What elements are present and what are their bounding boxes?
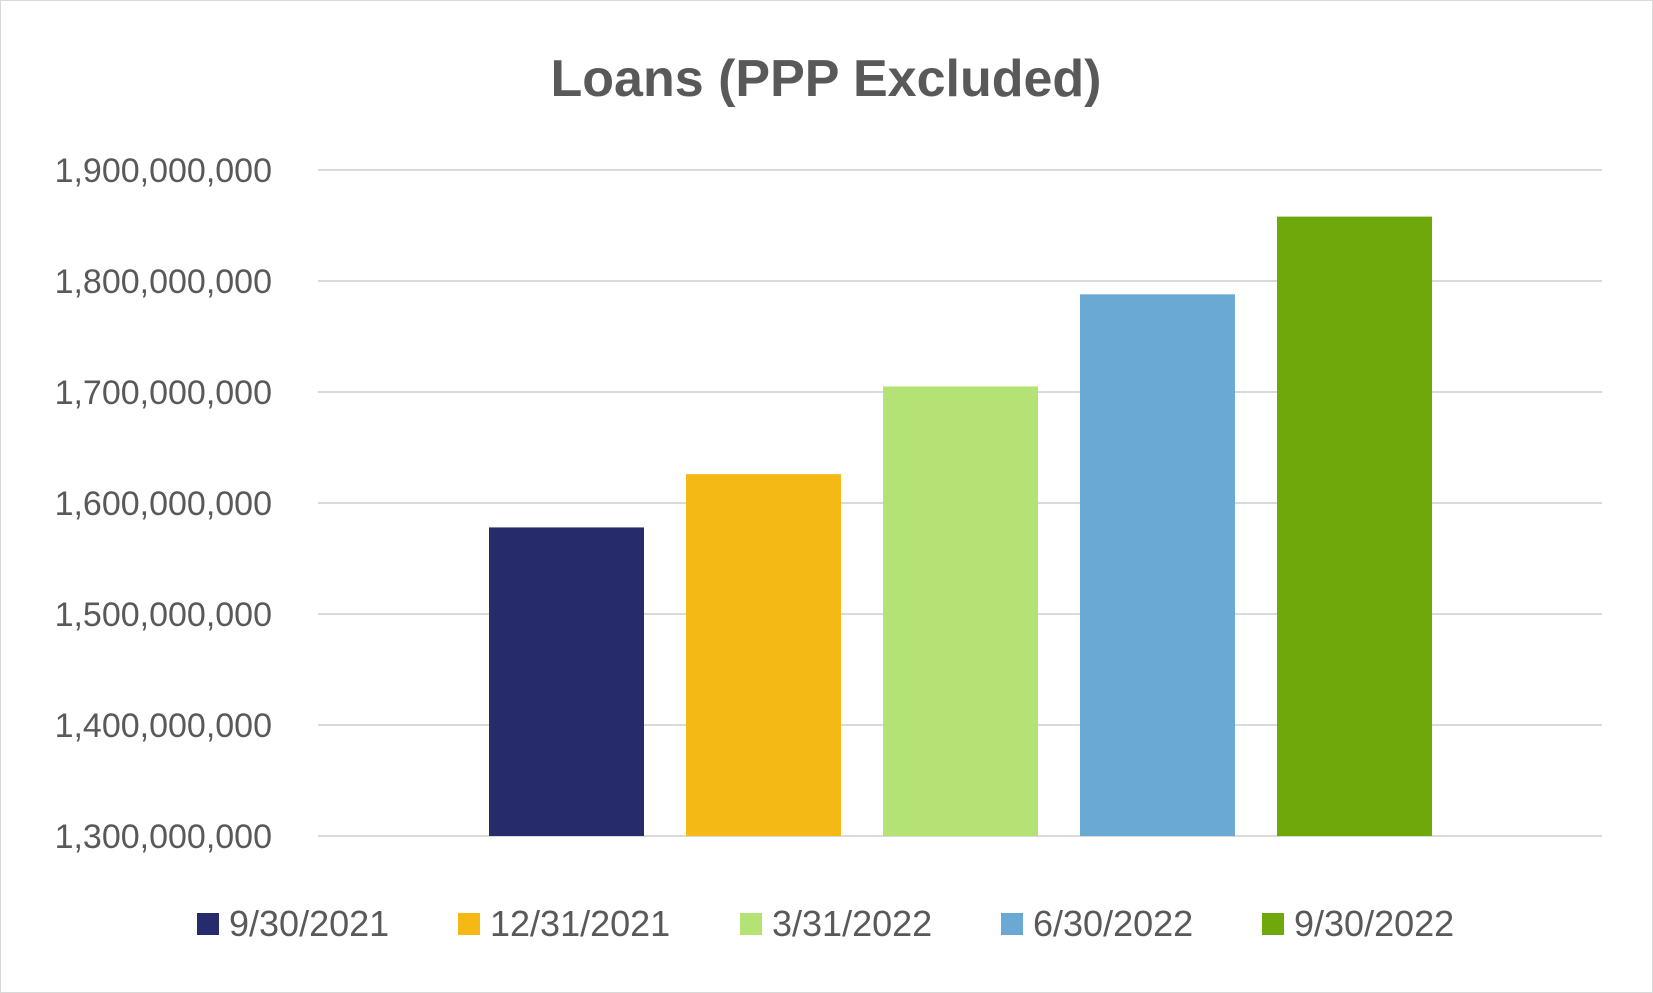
bar-9-30-2021 (489, 527, 644, 836)
legend-label: 3/31/2022 (772, 903, 932, 944)
legend-label: 12/31/2021 (490, 903, 670, 944)
legend-item: 12/31/2021 (458, 903, 670, 944)
legend-label: 6/30/2022 (1033, 903, 1193, 944)
legend-item: 3/31/2022 (740, 903, 932, 944)
bar-12-31-2021 (686, 474, 841, 836)
legend-swatch (740, 913, 762, 935)
legend-label: 9/30/2021 (229, 903, 389, 944)
legend-swatch (1262, 913, 1284, 935)
chart-title: Loans (PPP Excluded) (551, 50, 1102, 108)
legend-item: 9/30/2022 (1262, 903, 1454, 944)
bar-6-30-2022 (1080, 294, 1235, 836)
legend-swatch (1001, 913, 1023, 935)
y-tick-label: 1,500,000,000 (55, 596, 272, 634)
legend-swatch (197, 913, 219, 935)
y-tick-label: 1,400,000,000 (55, 707, 272, 745)
bar-3-31-2022 (883, 386, 1038, 836)
y-tick-label: 1,600,000,000 (55, 485, 272, 523)
y-tick-label: 1,700,000,000 (55, 374, 272, 412)
y-tick-label: 1,300,000,000 (55, 818, 272, 856)
legend-item: 6/30/2022 (1001, 903, 1193, 944)
y-tick-label: 1,800,000,000 (55, 263, 272, 301)
y-axis-tick-labels: 1,300,000,000 1,400,000,000 1,500,000,000 1… (55, 152, 272, 856)
legend-item: 9/30/2021 (197, 903, 389, 944)
legend-swatch (458, 913, 480, 935)
bars (489, 216, 1432, 836)
legend-label: 9/30/2022 (1294, 903, 1454, 944)
legend: 9/30/2021 12/31/2021 3/31/2022 6/30/2022 9/3… (197, 903, 1454, 944)
y-tick-label: 1,900,000,000 (55, 152, 272, 190)
bar-9-30-2022 (1277, 216, 1432, 836)
